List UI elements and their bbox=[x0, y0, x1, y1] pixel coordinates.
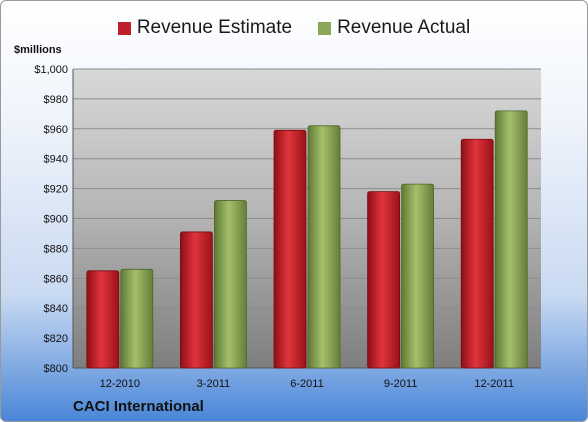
legend-item-actual: Revenue Actual bbox=[318, 17, 470, 39]
y-tick-label: $860 bbox=[44, 273, 68, 285]
x-tick-label: 3-2011 bbox=[197, 378, 230, 390]
bar-estimate bbox=[367, 191, 401, 369]
bar-actual bbox=[120, 268, 154, 369]
bar-estimate bbox=[179, 231, 213, 369]
x-tick-label: 12-2010 bbox=[100, 378, 140, 390]
legend-item-estimate: Revenue Estimate bbox=[117, 17, 293, 39]
y-tick-label: $800 bbox=[44, 363, 68, 375]
bar-estimate bbox=[86, 270, 120, 369]
y-tick-label: $820 bbox=[44, 333, 68, 345]
legend-swatch-actual bbox=[318, 21, 332, 35]
bar-actual bbox=[213, 200, 247, 369]
x-tick-label: 6-2011 bbox=[290, 378, 323, 390]
y-tick-label: $920 bbox=[44, 184, 68, 196]
bar-estimate bbox=[273, 129, 307, 369]
y-tick-label: $840 bbox=[44, 303, 68, 315]
company-name: CACI International bbox=[73, 398, 204, 415]
y-tick-label: $900 bbox=[44, 214, 68, 226]
legend-label-actual: Revenue Actual bbox=[337, 17, 471, 38]
x-tick-label: 9-2011 bbox=[384, 378, 417, 390]
legend-label-estimate: Revenue Estimate bbox=[136, 17, 293, 38]
y-tick-label: $880 bbox=[44, 243, 68, 255]
bar-actual bbox=[307, 125, 341, 369]
y-tick-label: $960 bbox=[44, 124, 68, 136]
legend: Revenue Estimate Revenue Actual bbox=[1, 17, 587, 39]
y-tick-label: $1,000 bbox=[34, 64, 68, 76]
bar-actual bbox=[494, 110, 528, 369]
bar-estimate bbox=[460, 138, 494, 369]
bar-actual bbox=[401, 183, 435, 369]
y-tick-label: $940 bbox=[44, 154, 68, 166]
legend-swatch-estimate bbox=[117, 21, 131, 35]
x-tick-label: 12-2011 bbox=[474, 378, 514, 390]
y-tick-label: $980 bbox=[44, 94, 68, 106]
y-axis-unit-label: $millions bbox=[14, 44, 62, 56]
